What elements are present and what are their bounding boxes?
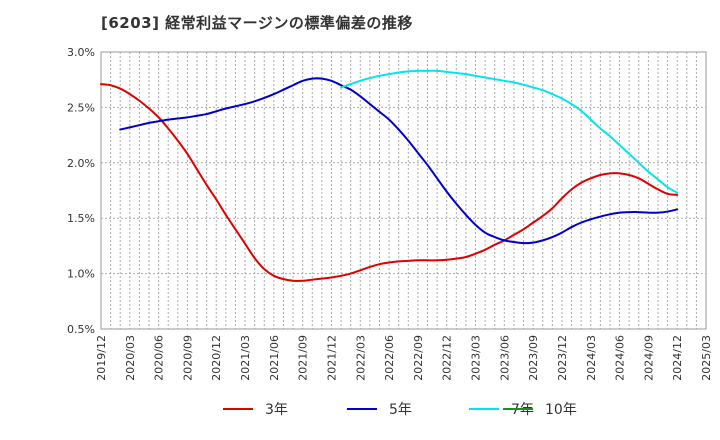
- x-tick-label: 2024/03: [585, 335, 598, 381]
- x-tick-label: 2020/12: [210, 335, 223, 381]
- x-tick-label: 2023/12: [556, 335, 569, 381]
- series-line-3年: [100, 83, 679, 282]
- x-tick-label: 2021/06: [268, 335, 281, 381]
- series-lines: [100, 69, 679, 282]
- legend-label-5年: 5年: [389, 402, 412, 418]
- x-tick-label: 2021/09: [297, 335, 310, 381]
- plot-frame: [100, 51, 707, 330]
- x-tick-label: 2024/06: [614, 335, 627, 381]
- x-tick-label: 2024/12: [671, 335, 684, 381]
- legend: 3年5年7年10年: [223, 402, 577, 418]
- y-tick-label: 1.5%: [67, 212, 95, 225]
- grid: [101, 52, 706, 329]
- x-tick-label: 2021/12: [325, 335, 338, 381]
- series-line-5年: [119, 77, 679, 245]
- y-tick-label: 1.0%: [67, 268, 95, 281]
- plot-background: [101, 52, 706, 329]
- x-tick-label: 2022/12: [441, 335, 454, 381]
- y-tick-label: 2.5%: [67, 101, 95, 114]
- x-tick-label: 2023/09: [527, 335, 540, 381]
- x-tick-label: 2020/03: [124, 335, 137, 381]
- x-tick-label: 2022/09: [412, 335, 425, 381]
- x-tick-label: 2024/09: [642, 335, 655, 381]
- y-axis-ticks: 0.5% 1.0% 1.5% 2.0% 2.5% 3.0%: [67, 46, 95, 336]
- series-line-7年: [340, 69, 679, 194]
- x-axis-ticks: 2019/12 2020/03 2020/06 2020/09 2020/12 2021/…: [95, 335, 713, 381]
- x-tick-label: 2022/03: [354, 335, 367, 381]
- x-tick-label: 2025/03: [700, 335, 713, 381]
- y-tick-label: 2.0%: [67, 157, 95, 170]
- y-tick-label: 0.5%: [67, 323, 95, 336]
- chart-title: [6203] 経常利益マージンの標準偏差の推移: [101, 14, 413, 32]
- x-tick-label: 2022/06: [383, 335, 396, 381]
- legend-label-10年: 10年: [545, 402, 577, 418]
- x-tick-label: 2023/03: [470, 335, 483, 381]
- x-tick-label: 2020/06: [153, 335, 166, 381]
- x-tick-label: 2020/09: [181, 335, 194, 381]
- legend-label-3年: 3年: [265, 402, 288, 418]
- x-tick-label: 2021/03: [239, 335, 252, 381]
- y-tick-label: 3.0%: [67, 46, 95, 59]
- x-tick-label: 2023/06: [498, 335, 511, 381]
- x-tick-label: 2019/12: [95, 335, 108, 381]
